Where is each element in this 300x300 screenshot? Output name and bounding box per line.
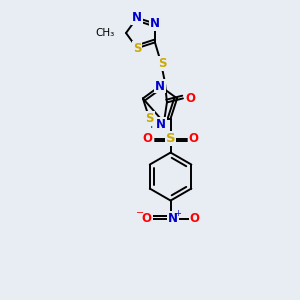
Text: S: S (133, 42, 141, 55)
Text: N: N (155, 80, 165, 92)
Text: N: N (132, 11, 142, 24)
Text: S: S (158, 57, 166, 70)
Text: +: + (174, 209, 181, 218)
Text: S: S (166, 132, 175, 145)
Text: O: O (190, 212, 200, 225)
Text: O: O (142, 212, 152, 225)
Text: S: S (145, 112, 154, 125)
Text: N: N (150, 17, 160, 30)
Text: N: N (168, 212, 178, 225)
Text: N: N (156, 118, 166, 131)
Text: H: H (150, 118, 158, 131)
Text: CH₃: CH₃ (96, 28, 115, 38)
Text: O: O (185, 92, 195, 105)
Text: O: O (189, 132, 199, 145)
Text: O: O (142, 132, 153, 145)
Text: −: − (136, 208, 144, 218)
